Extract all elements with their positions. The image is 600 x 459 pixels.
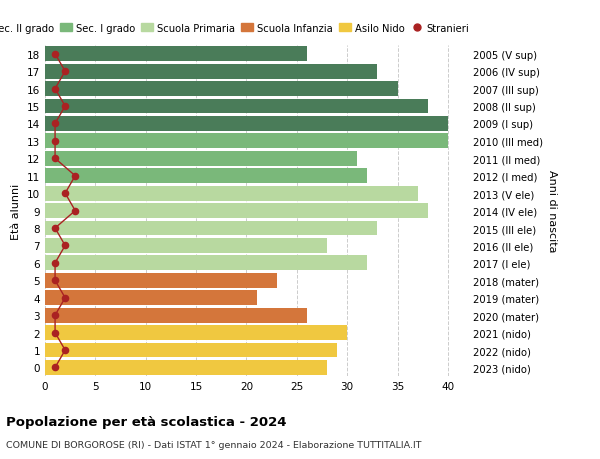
Bar [45,308,307,323]
Point [50,51,60,58]
Point [61,347,70,354]
Point [70,207,80,215]
Text: Popolazione per età scolastica - 2024: Popolazione per età scolastica - 2024 [6,415,287,428]
Point [50,155,60,162]
Bar [45,239,327,253]
Legend: Sec. II grado, Sec. I grado, Scuola Primaria, Scuola Infanzia, Asilo Nido, Stran: Sec. II grado, Sec. I grado, Scuola Prim… [0,20,473,38]
Text: COMUNE DI BORGOROSE (RI) - Dati ISTAT 1° gennaio 2024 - Elaborazione TUTTITALIA.: COMUNE DI BORGOROSE (RI) - Dati ISTAT 1°… [6,440,421,449]
Bar [45,343,337,358]
Point [61,294,70,302]
Bar [45,100,428,114]
Bar [45,151,357,166]
Point [61,242,70,250]
Bar [45,134,448,149]
Bar [45,221,377,236]
Bar [45,360,327,375]
Bar [45,204,428,218]
Bar [45,65,377,79]
Point [50,138,60,145]
Point [50,364,60,371]
Y-axis label: Anni di nascita: Anni di nascita [547,170,557,252]
Bar [45,117,448,132]
Bar [45,325,347,340]
Bar [45,291,257,306]
Y-axis label: Età alunni: Età alunni [11,183,22,239]
Bar [45,47,307,62]
Point [50,121,60,128]
Point [61,190,70,197]
Point [50,225,60,232]
Bar [45,256,367,271]
Bar [45,82,398,97]
Point [61,68,70,76]
Bar [45,169,367,184]
Point [50,277,60,285]
Point [50,86,60,93]
Point [61,103,70,111]
Bar [45,273,277,288]
Point [50,329,60,336]
Bar [45,186,418,201]
Point [70,173,80,180]
Point [50,260,60,267]
Point [50,312,60,319]
